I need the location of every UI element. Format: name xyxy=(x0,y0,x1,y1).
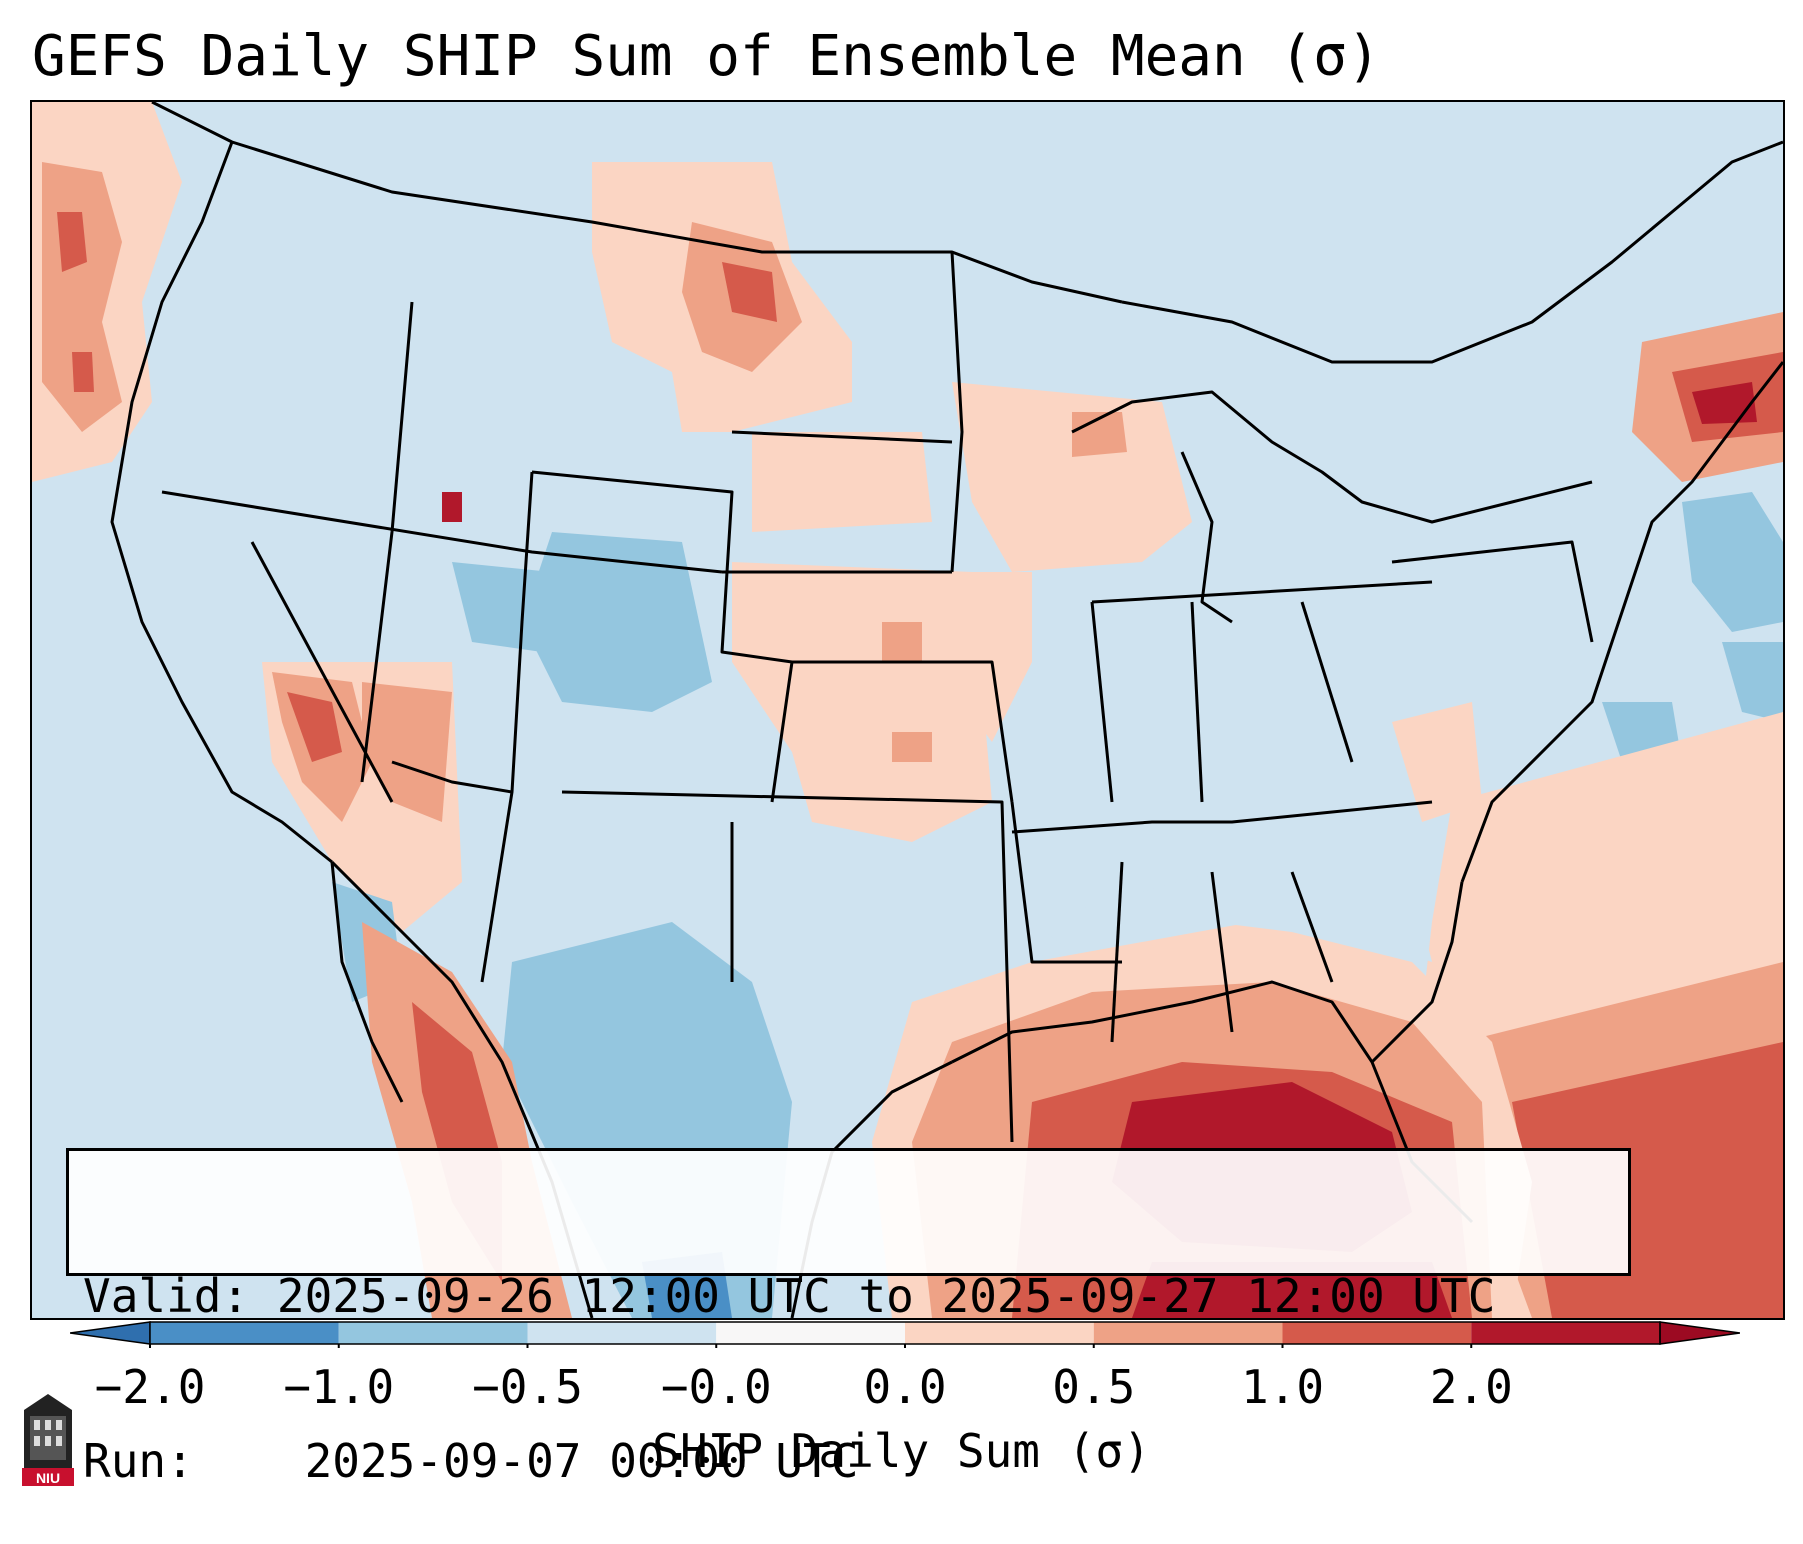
colorbar-label: SHIP Daily Sum (σ) xyxy=(652,1424,1151,1478)
colorbar-segment xyxy=(150,1322,339,1344)
anomaly-rockies-cool xyxy=(452,532,712,712)
colorbar-tick-label: −0.5 xyxy=(472,1360,583,1414)
niu-logo: NIU xyxy=(22,1394,74,1486)
map-area xyxy=(30,100,1785,1320)
logo-text: NIU xyxy=(36,1470,60,1486)
colorbar-segment xyxy=(1471,1322,1660,1344)
colorbar-extend-low xyxy=(70,1321,151,1345)
colorbar-segment xyxy=(527,1322,717,1344)
colorbar-tick-label: 0.5 xyxy=(1052,1360,1136,1414)
colorbar xyxy=(70,1321,1740,1348)
colorbar-tick-label: −2.0 xyxy=(94,1360,206,1414)
colorbar-segment xyxy=(338,1322,528,1344)
valid-value: 2025-09-26 12:00 UTC to 2025-09-27 12:00… xyxy=(276,1269,1496,1323)
colorbar-tick-label: −1.0 xyxy=(283,1360,395,1414)
colorbar-tick-label: 0.0 xyxy=(863,1360,947,1414)
colorbar-segment xyxy=(905,1322,1094,1344)
colorbar-tick-label: 2.0 xyxy=(1429,1360,1513,1414)
southeast-inland xyxy=(1032,802,1432,962)
anomaly-great-lakes xyxy=(952,382,1192,742)
colorbar-segment xyxy=(1093,1322,1283,1344)
colorbar-segments xyxy=(70,1321,1740,1348)
colorbar-tick-label: 1.0 xyxy=(1240,1360,1325,1414)
anomaly-central-plains xyxy=(732,562,992,842)
valid-row: Valid: 2025-09-26 12:00 UTC to 2025-09-2… xyxy=(83,1269,1614,1324)
colorbar-tick-label: −0.0 xyxy=(660,1360,772,1414)
anomaly-northern-plains xyxy=(592,162,932,532)
anomaly-southwest xyxy=(262,492,462,932)
valid-label: Valid: xyxy=(83,1269,250,1323)
run-row: Run: 2025-09-07 00:00 UTC xyxy=(83,1434,1614,1489)
run-label: Run: xyxy=(83,1434,194,1488)
colorbar-segment xyxy=(1282,1322,1472,1344)
anomaly-northeast xyxy=(1632,312,1783,482)
colorbar-extend-high xyxy=(1659,1321,1740,1345)
anomaly-pacific-northwest xyxy=(32,102,182,482)
validity-info-box: Valid: 2025-09-26 12:00 UTC to 2025-09-2… xyxy=(66,1148,1631,1488)
colorbar-segment xyxy=(716,1322,905,1344)
map-canvas xyxy=(32,102,1783,1318)
chart-title: GEFS Daily SHIP Sum of Ensemble Mean (σ) xyxy=(32,24,1381,89)
run-value: 2025-09-07 00:00 UTC xyxy=(304,1434,859,1488)
